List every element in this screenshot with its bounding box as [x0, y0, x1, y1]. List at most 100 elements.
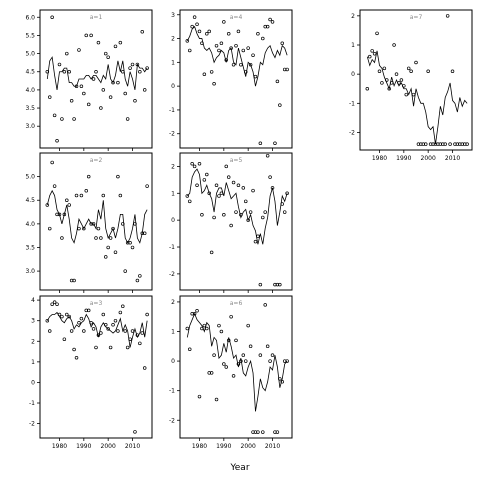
data-point	[99, 236, 103, 240]
data-point	[256, 32, 260, 36]
y-tick-label: 2	[31, 338, 35, 345]
y-tick-label: 2	[171, 163, 175, 170]
data-point	[239, 359, 243, 363]
data-point	[268, 359, 272, 363]
y-tick-label: 2	[171, 36, 175, 43]
data-point	[140, 231, 145, 236]
data-point	[409, 69, 413, 73]
data-point	[65, 198, 69, 202]
data-point	[185, 39, 190, 43]
data-point	[438, 142, 443, 146]
data-point	[77, 321, 81, 325]
data-point	[397, 81, 401, 85]
data-point	[142, 366, 147, 370]
data-point	[79, 84, 84, 89]
data-point	[256, 234, 260, 239]
data-point	[285, 359, 289, 363]
y-tick-label: 3	[31, 318, 35, 325]
data-point	[197, 29, 202, 34]
data-point	[406, 66, 411, 71]
data-point	[214, 43, 219, 48]
data-point	[60, 314, 64, 319]
y-tick-label: 5.0	[25, 51, 35, 58]
data-point	[108, 345, 113, 350]
data-point	[57, 312, 62, 317]
data-point	[234, 338, 238, 343]
data-point	[121, 304, 125, 309]
y-tick-label: 1	[31, 359, 35, 366]
data-point	[123, 269, 127, 273]
x-tick-label: 2000	[421, 155, 436, 162]
data-point	[69, 329, 74, 333]
panel-strip-label: a=7	[410, 14, 423, 21]
data-point	[106, 327, 110, 331]
data-point	[133, 222, 137, 226]
data-point	[248, 210, 253, 214]
data-point	[128, 241, 132, 245]
data-point	[243, 199, 248, 204]
data-point	[89, 321, 93, 325]
data-point	[251, 53, 255, 57]
data-point	[138, 274, 142, 278]
data-point	[387, 86, 391, 91]
data-point	[72, 347, 76, 352]
y-tick-label: 5.5	[25, 32, 35, 39]
data-point	[121, 222, 125, 226]
data-point	[142, 88, 147, 92]
data-point	[118, 40, 123, 45]
data-point	[280, 41, 285, 46]
panel-strip-label: a=5	[230, 157, 243, 164]
data-point	[282, 67, 287, 72]
data-point	[47, 226, 52, 231]
y-tick-label: -1	[169, 388, 175, 395]
data-point	[202, 323, 207, 328]
data-point	[55, 212, 59, 217]
y-tick-label: 1	[171, 329, 175, 336]
data-point	[200, 326, 204, 331]
data-point	[82, 91, 86, 96]
data-point	[243, 359, 248, 363]
data-point	[207, 371, 211, 375]
y-tick-label: 4.5	[25, 197, 35, 204]
data-point	[55, 138, 59, 143]
panel-frame	[179, 295, 293, 439]
data-point	[118, 310, 123, 315]
data-point	[67, 314, 71, 319]
data-point	[229, 223, 233, 228]
data-point	[234, 43, 238, 48]
data-point	[135, 62, 140, 67]
data-point	[125, 345, 130, 350]
x-tick-label: 1980	[52, 443, 67, 450]
data-point	[69, 99, 74, 103]
fitted-line	[186, 312, 288, 412]
x-tick-label: 1990	[216, 443, 231, 450]
x-tick-label: 2010	[445, 155, 460, 162]
data-point	[96, 226, 101, 231]
data-point	[185, 326, 190, 331]
data-point	[50, 160, 54, 165]
data-point	[118, 193, 123, 198]
data-point	[231, 62, 236, 67]
data-point	[94, 345, 98, 350]
y-tick-label: 4.5	[25, 69, 35, 76]
data-point	[285, 67, 289, 72]
y-tick-label: 3.0	[25, 268, 35, 275]
data-point	[214, 183, 219, 187]
data-point	[448, 142, 452, 146]
data-point	[246, 218, 250, 222]
data-point	[263, 24, 267, 29]
panel-strip-label: a=3	[90, 300, 103, 307]
data-point	[414, 60, 418, 65]
y-tick-label: 3.5	[25, 244, 35, 251]
data-point	[217, 194, 221, 198]
data-point	[265, 344, 270, 349]
data-point	[86, 174, 91, 179]
y-tick-label: 2	[351, 13, 355, 20]
data-point	[389, 81, 394, 85]
data-point	[273, 141, 277, 145]
data-point	[229, 314, 233, 319]
data-point	[265, 153, 270, 158]
data-point	[145, 312, 149, 317]
panel-2: a=2 3.0 3.5 4.0 4.5 5.0	[25, 152, 153, 293]
x-tick-label: 2000	[101, 443, 116, 450]
